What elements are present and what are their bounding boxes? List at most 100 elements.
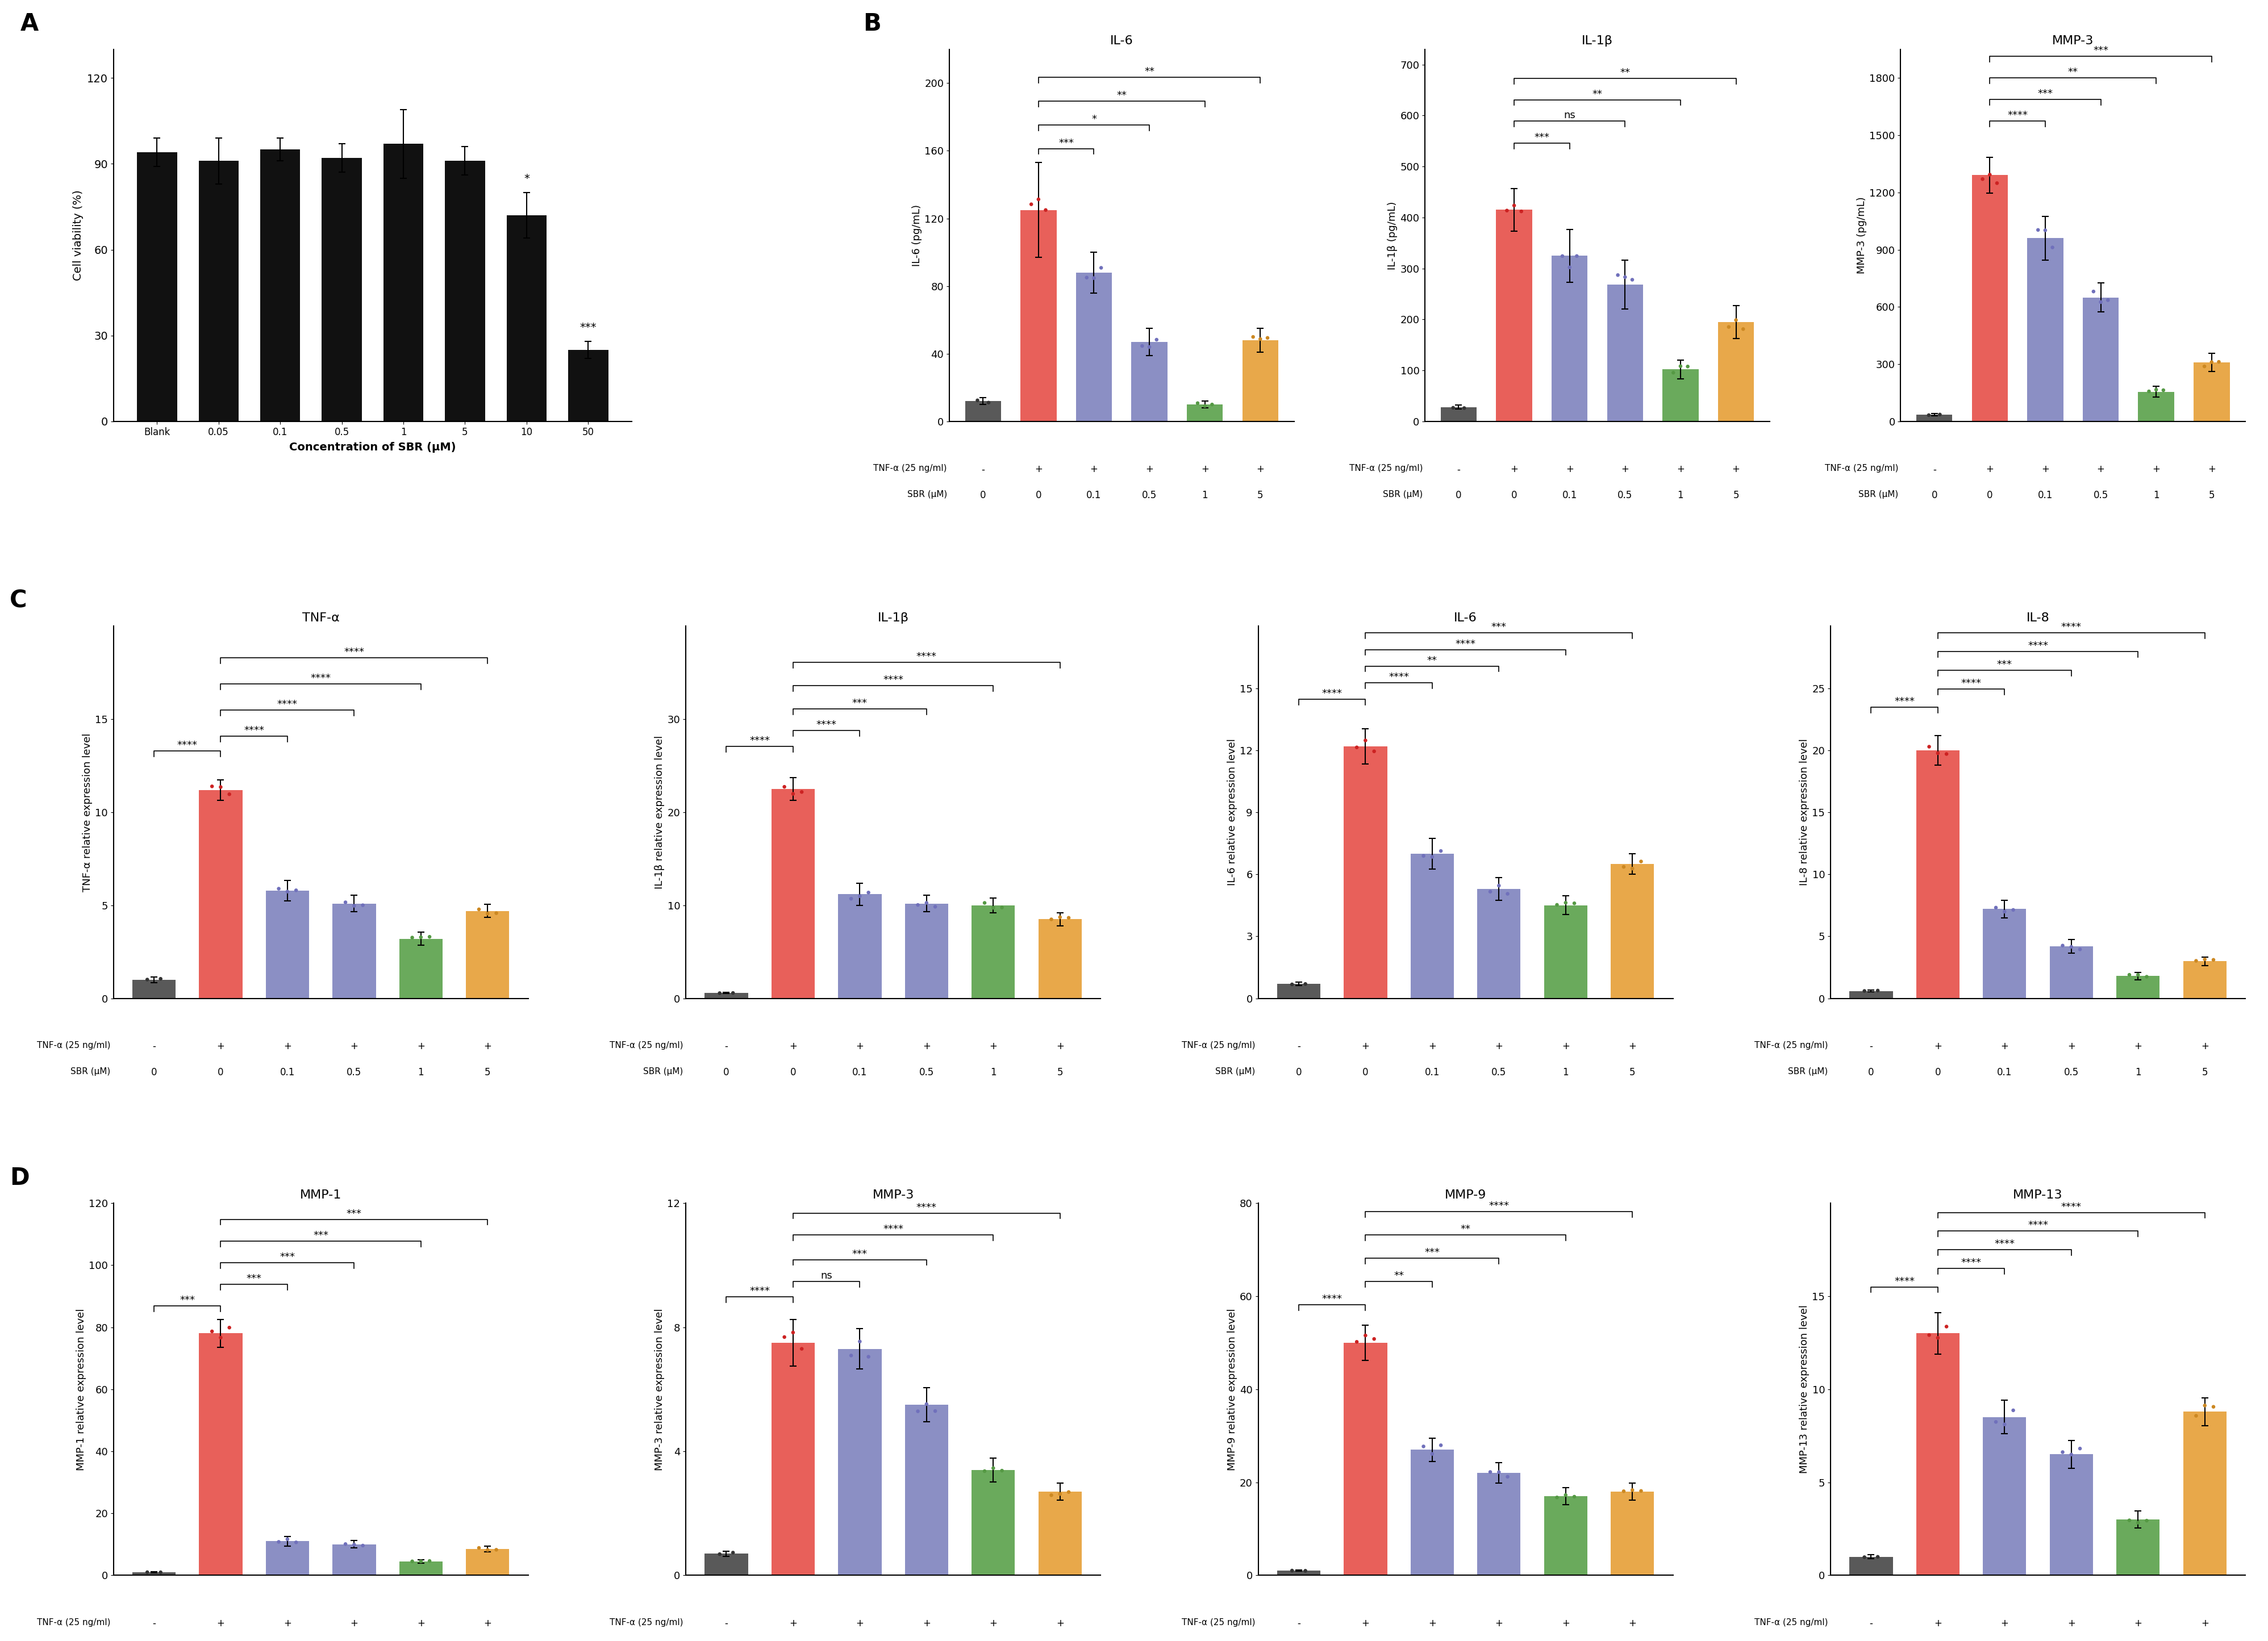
Bar bbox=[1848, 991, 1894, 998]
Point bbox=[1928, 740, 1964, 766]
Text: +: + bbox=[218, 1618, 225, 1628]
Text: +: + bbox=[284, 1618, 290, 1628]
Text: TNF-α (25 ng/ml): TNF-α (25 ng/ml) bbox=[36, 1042, 111, 1050]
Point bbox=[143, 1559, 179, 1585]
Bar bbox=[1848, 1557, 1894, 1575]
Point bbox=[1068, 264, 1105, 290]
Point bbox=[1413, 1441, 1449, 1467]
Point bbox=[261, 876, 297, 903]
Point bbox=[1275, 1557, 1311, 1584]
Point bbox=[841, 1328, 878, 1354]
Text: 5: 5 bbox=[1733, 491, 1740, 501]
Point bbox=[2193, 350, 2229, 376]
Bar bbox=[1243, 340, 1279, 422]
Point bbox=[2146, 377, 2182, 404]
Title: MMP-9: MMP-9 bbox=[1445, 1190, 1486, 1201]
Point bbox=[1846, 978, 1882, 1004]
Text: 0.5: 0.5 bbox=[1492, 1067, 1506, 1078]
Bar bbox=[399, 1561, 442, 1575]
Text: 0.5: 0.5 bbox=[2093, 491, 2109, 501]
Point bbox=[1179, 391, 1216, 417]
Point bbox=[1964, 166, 2000, 192]
Point bbox=[1912, 1323, 1948, 1349]
Point bbox=[1846, 1544, 1882, 1570]
Text: ***: *** bbox=[1996, 660, 2012, 670]
Point bbox=[1551, 254, 1588, 281]
Text: ****: **** bbox=[916, 651, 937, 661]
Text: ****: **** bbox=[816, 720, 837, 730]
Point bbox=[1606, 1479, 1642, 1505]
Bar bbox=[1039, 919, 1082, 998]
Text: 0: 0 bbox=[723, 1067, 730, 1078]
Text: -: - bbox=[1932, 464, 1937, 474]
Text: ***: *** bbox=[853, 1249, 866, 1259]
Title: IL-6: IL-6 bbox=[1454, 612, 1476, 624]
Point bbox=[1288, 971, 1325, 998]
Bar bbox=[1551, 256, 1588, 422]
Point bbox=[345, 1533, 381, 1559]
Point bbox=[841, 883, 878, 909]
Point bbox=[975, 1456, 1012, 1482]
Text: ****: **** bbox=[1994, 1239, 2014, 1249]
Point bbox=[2132, 377, 2168, 404]
Bar bbox=[1545, 1497, 1588, 1575]
Text: +: + bbox=[1987, 464, 1994, 474]
Text: +: + bbox=[1935, 1042, 1941, 1052]
Text: 5: 5 bbox=[1256, 491, 1263, 501]
Text: +: + bbox=[1733, 464, 1740, 474]
Text: +: + bbox=[2041, 464, 2050, 474]
Point bbox=[2186, 353, 2223, 379]
Bar bbox=[1717, 322, 1753, 422]
Point bbox=[1236, 323, 1272, 350]
Bar bbox=[1277, 985, 1320, 998]
Text: -: - bbox=[982, 464, 984, 474]
Point bbox=[1050, 1479, 1086, 1505]
Text: ****: **** bbox=[1962, 1257, 1982, 1268]
Text: ****: **** bbox=[2062, 1201, 2082, 1213]
Bar bbox=[1411, 1449, 1454, 1575]
Bar bbox=[2028, 238, 2064, 422]
Point bbox=[2121, 1510, 2157, 1536]
Bar bbox=[2184, 1411, 2227, 1575]
Point bbox=[1472, 1459, 1508, 1485]
X-axis label: Concentration of SBR (μM): Concentration of SBR (μM) bbox=[290, 441, 456, 453]
Text: 0: 0 bbox=[1510, 491, 1517, 501]
Y-axis label: Cell viability (%): Cell viability (%) bbox=[73, 190, 84, 281]
Text: +: + bbox=[1622, 464, 1628, 474]
Y-axis label: MMP-9 relative expression level: MMP-9 relative expression level bbox=[1227, 1308, 1238, 1470]
Text: -: - bbox=[1297, 1042, 1300, 1052]
Text: **: ** bbox=[1116, 90, 1127, 100]
Title: IL-6: IL-6 bbox=[1109, 36, 1134, 48]
Bar bbox=[1545, 906, 1588, 998]
Bar bbox=[136, 153, 177, 422]
Point bbox=[909, 1392, 946, 1418]
Text: ****: **** bbox=[1962, 678, 1982, 688]
Point bbox=[129, 1559, 166, 1585]
Y-axis label: IL-8 relative expression level: IL-8 relative expression level bbox=[1799, 738, 1810, 886]
Point bbox=[1547, 1482, 1583, 1508]
Text: +: + bbox=[2200, 1042, 2209, 1052]
Text: +: + bbox=[1495, 1618, 1504, 1628]
Y-axis label: MMP-3 (pg/mL): MMP-3 (pg/mL) bbox=[1857, 197, 1867, 274]
Point bbox=[129, 967, 166, 993]
Point bbox=[832, 886, 869, 912]
Point bbox=[1726, 317, 1762, 343]
Point bbox=[1996, 896, 2032, 922]
Text: ***: *** bbox=[2093, 46, 2109, 56]
Title: MMP-13: MMP-13 bbox=[2014, 1190, 2064, 1201]
Text: 1: 1 bbox=[417, 1067, 424, 1078]
Bar bbox=[399, 939, 442, 998]
Text: +: + bbox=[1256, 464, 1263, 474]
Text: A: A bbox=[20, 11, 39, 36]
Text: +: + bbox=[2200, 1618, 2209, 1628]
Title: MMP-1: MMP-1 bbox=[299, 1190, 342, 1201]
Text: +: + bbox=[989, 1618, 998, 1628]
Text: +: + bbox=[1510, 464, 1517, 474]
Text: 0.5: 0.5 bbox=[919, 1067, 934, 1078]
Point bbox=[850, 880, 887, 906]
Point bbox=[1971, 161, 2007, 187]
Text: +: + bbox=[1628, 1618, 1635, 1628]
Point bbox=[776, 781, 812, 807]
Text: -: - bbox=[726, 1042, 728, 1052]
Text: SBR (μM): SBR (μM) bbox=[1383, 491, 1422, 499]
